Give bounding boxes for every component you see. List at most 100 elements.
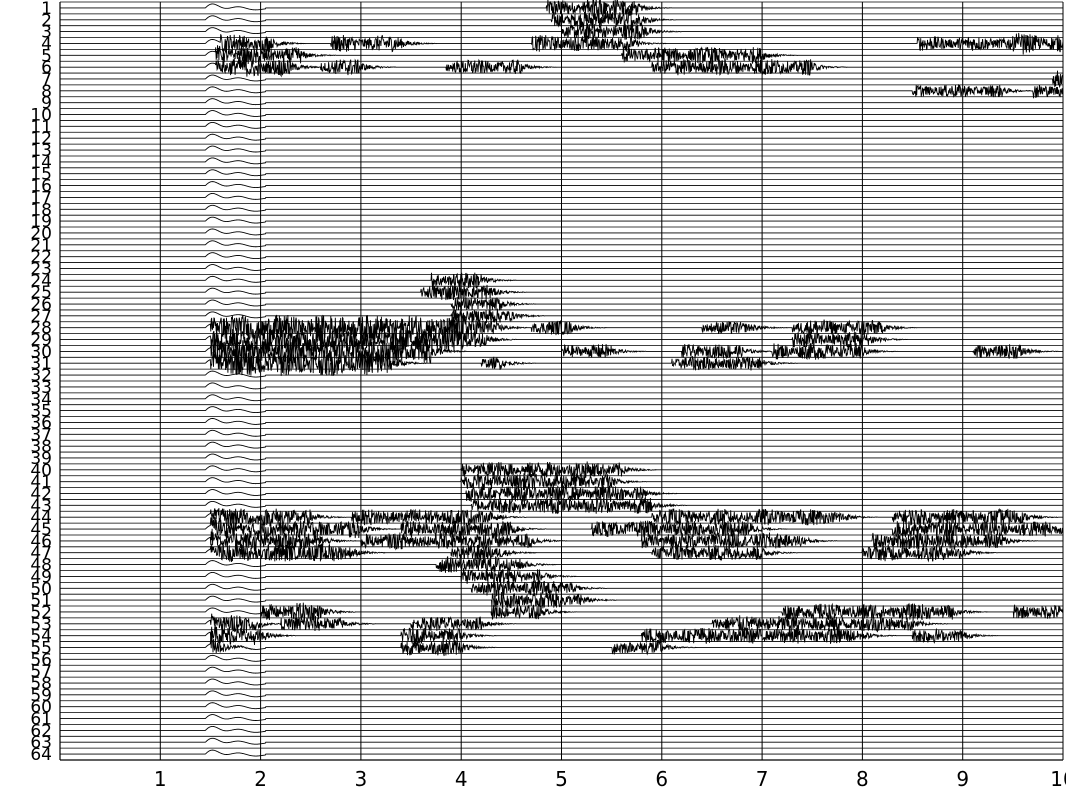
- channel-trace-5: [60, 45, 1063, 65]
- channel-trace-19: [60, 216, 1063, 224]
- channel-trace-56: [60, 654, 1063, 662]
- y-tick-label: 24: [30, 271, 52, 291]
- channel-trace-34: [60, 394, 1063, 402]
- channel-trace-60: [60, 702, 1063, 710]
- channel-trace-27: [60, 308, 1063, 324]
- channel-trace-47: [60, 541, 1063, 563]
- channel-trace-45: [60, 516, 1064, 540]
- channel-trace-49: [60, 568, 1063, 585]
- y-tick-labels: 1234567891011121314151617181920212223242…: [30, 0, 52, 765]
- x-tick-labels: 1 2 3 4 5 6 7 8 9 10: [154, 767, 1066, 791]
- y-tick-label: 28: [30, 319, 52, 339]
- channel-trace-43: [60, 496, 1063, 515]
- channel-trace-6: [60, 57, 1063, 78]
- y-tick-label: 36: [30, 413, 52, 433]
- channel-trace-36: [60, 418, 1063, 425]
- y-tick-label: 20: [30, 224, 52, 244]
- channel-trace-51: [60, 591, 1063, 610]
- y-tick-label: 2: [41, 11, 52, 31]
- channel-trace-53: [60, 613, 1063, 634]
- channel-trace-9: [60, 98, 1063, 106]
- y-tick-label: 57: [30, 662, 52, 682]
- y-tick-label: 19: [30, 212, 52, 232]
- y-tick-label: 17: [30, 188, 52, 208]
- y-tick-label: 37: [30, 425, 52, 445]
- y-tick-label: 46: [30, 532, 52, 552]
- x-tick-label: 6: [655, 767, 668, 791]
- y-tick-label: 10: [30, 106, 52, 126]
- channel-trace-30: [60, 334, 1063, 366]
- channel-trace-40: [60, 461, 1063, 479]
- y-tick-label: 52: [30, 603, 52, 623]
- y-tick-label: 6: [41, 58, 52, 78]
- channel-traces: [60, 0, 1064, 757]
- y-tick-label: 5: [41, 46, 52, 66]
- channel-trace-15: [60, 169, 1063, 177]
- channel-trace-25: [60, 284, 1063, 301]
- channel-trace-58: [60, 678, 1063, 686]
- y-tick-label: 25: [30, 283, 52, 303]
- x-tick-label: 1: [154, 767, 167, 791]
- y-tick-label: 22: [30, 248, 52, 268]
- y-tick-label: 49: [30, 567, 52, 587]
- channel-trace-64: [60, 749, 1063, 757]
- channel-trace-24: [60, 272, 1063, 289]
- y-tick-label: 63: [30, 733, 52, 753]
- y-tick-label: 47: [30, 544, 52, 564]
- y-tick-label: 18: [30, 200, 52, 220]
- channel-trace-46: [60, 528, 1063, 552]
- y-tick-label: 33: [30, 378, 52, 398]
- y-tick-label: 55: [30, 638, 52, 658]
- y-tick-label: 54: [30, 627, 52, 647]
- x-tick-label: 8: [856, 767, 869, 791]
- y-tick-label: 9: [41, 94, 52, 114]
- channel-trace-2: [60, 8, 1063, 35]
- x-tick-label: 3: [355, 767, 368, 791]
- channel-trace-23: [60, 264, 1063, 271]
- y-tick-label: 15: [30, 165, 52, 185]
- y-tick-label: 30: [30, 342, 52, 362]
- channel-trace-37: [60, 429, 1063, 437]
- y-tick-label: 53: [30, 615, 52, 635]
- channel-trace-33: [60, 382, 1063, 390]
- y-tick-label: 50: [30, 579, 52, 599]
- channel-trace-16: [60, 181, 1063, 188]
- channel-trace-28: [60, 314, 1063, 341]
- channel-trace-41: [60, 473, 1063, 491]
- y-tick-label: 40: [30, 461, 52, 481]
- channel-trace-10: [60, 110, 1063, 117]
- channel-trace-54: [60, 624, 1063, 645]
- channel-trace-31: [60, 350, 1063, 377]
- y-tick-label: 27: [30, 307, 52, 327]
- y-tick-label: 3: [41, 23, 52, 43]
- channel-trace-62: [60, 725, 1063, 733]
- y-tick-label: 16: [30, 177, 52, 197]
- channel-trace-20: [60, 228, 1063, 236]
- channel-trace-4: [60, 32, 1064, 55]
- y-tick-label: 14: [30, 153, 52, 173]
- channel-trace-35: [60, 406, 1063, 414]
- y-tick-label: 44: [30, 508, 52, 528]
- y-tick-label: 48: [30, 556, 52, 576]
- y-tick-label: 38: [30, 437, 52, 457]
- channel-trace-1: [60, 0, 1063, 20]
- y-tick-label: 13: [30, 141, 52, 161]
- x-tick-label: 2: [254, 767, 267, 791]
- y-tick-label: 42: [30, 485, 52, 505]
- y-tick-label: 39: [30, 449, 52, 469]
- y-tick-label: 23: [30, 259, 52, 279]
- channel-trace-57: [60, 666, 1063, 674]
- channel-trace-21: [60, 240, 1063, 248]
- channel-trace-48: [60, 556, 1063, 573]
- y-tick-label: 60: [30, 698, 52, 718]
- channel-trace-12: [60, 133, 1063, 141]
- x-tick-label: 10: [1050, 767, 1066, 791]
- y-tick-label: 41: [30, 473, 52, 493]
- y-tick-label: 34: [30, 390, 52, 410]
- channel-trace-29: [60, 325, 1063, 354]
- channel-trace-18: [60, 204, 1063, 212]
- channel-trace-52: [60, 602, 1064, 622]
- y-tick-label: 51: [30, 591, 52, 611]
- y-tick-label: 43: [30, 496, 52, 516]
